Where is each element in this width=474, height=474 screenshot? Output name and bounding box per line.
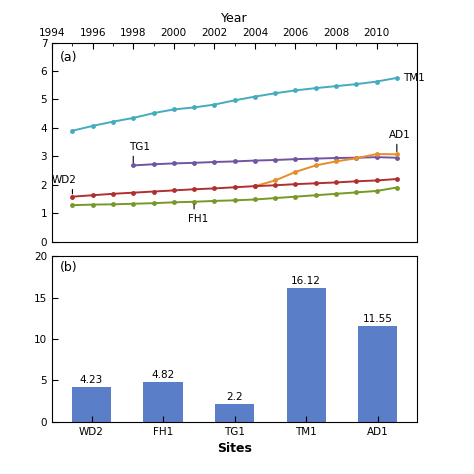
Text: TM1: TM1	[403, 73, 425, 83]
X-axis label: Sites: Sites	[217, 442, 252, 455]
Text: TG1: TG1	[129, 142, 150, 152]
Text: FH1: FH1	[188, 214, 208, 224]
Text: (a): (a)	[59, 51, 77, 64]
Bar	[358, 326, 397, 422]
Bar	[286, 288, 326, 422]
Text: AD1: AD1	[389, 130, 410, 140]
Text: 4.82: 4.82	[151, 370, 175, 380]
Text: WD2: WD2	[52, 175, 77, 185]
Bar	[72, 387, 111, 422]
Text: 4.23: 4.23	[80, 375, 103, 385]
X-axis label: Year: Year	[221, 12, 248, 25]
Text: (b): (b)	[59, 261, 77, 274]
Bar	[215, 404, 255, 422]
Text: 11.55: 11.55	[363, 314, 392, 324]
Bar	[143, 382, 183, 422]
Text: 16.12: 16.12	[291, 276, 321, 286]
Text: 2.2: 2.2	[226, 392, 243, 401]
